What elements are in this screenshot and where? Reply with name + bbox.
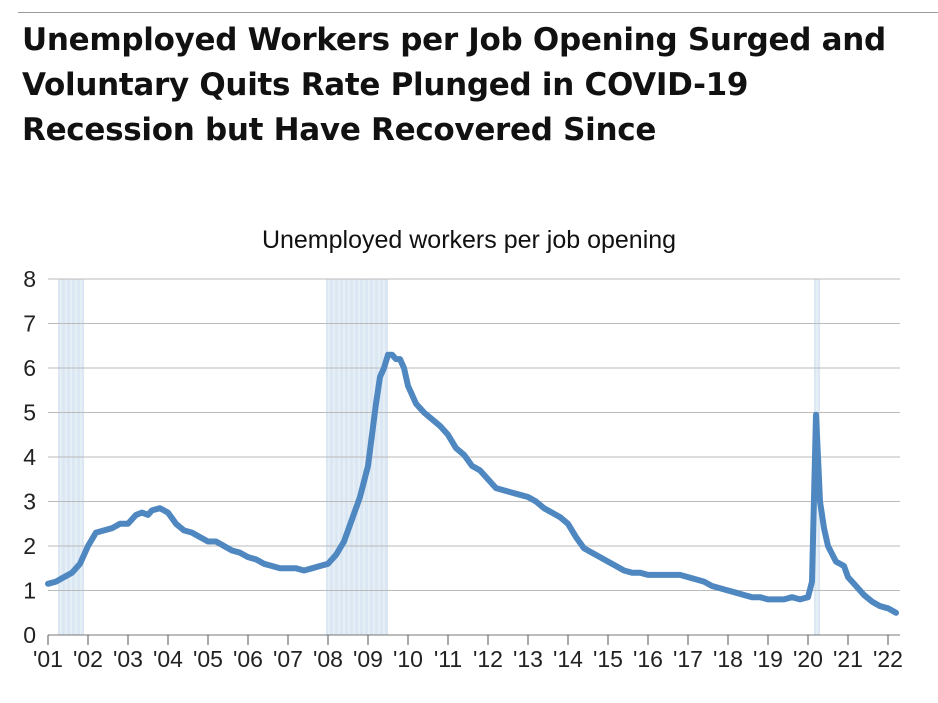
x-tick-label-21: '22 bbox=[873, 646, 903, 672]
x-tick-label-9: '10 bbox=[393, 646, 423, 672]
series-line-0 bbox=[45, 351, 899, 616]
x-tick-label-15: '16 bbox=[633, 646, 663, 672]
y-tick-label-2: 2 bbox=[23, 533, 36, 559]
x-tick-label-3: '04 bbox=[153, 646, 183, 672]
x-tick-label-10: '11 bbox=[434, 646, 462, 672]
y-tick-label-0: 0 bbox=[23, 622, 36, 648]
series bbox=[45, 351, 899, 616]
x-tick-label-5: '06 bbox=[233, 646, 263, 672]
x-tick-label-0: '01 bbox=[33, 646, 63, 672]
y-tick-label-5: 5 bbox=[23, 400, 36, 426]
y-tick-label-1: 1 bbox=[23, 578, 36, 604]
y-tick-label-7: 7 bbox=[23, 311, 36, 337]
x-tick-label-16: '17 bbox=[673, 646, 703, 672]
x-tick-label-11: '12 bbox=[473, 646, 503, 672]
page-title: Unemployed Workers per Job Opening Surge… bbox=[22, 22, 886, 148]
x-tick-label-14: '15 bbox=[593, 646, 623, 672]
x-tick-label-18: '19 bbox=[753, 646, 783, 672]
x-tick-label-8: '09 bbox=[353, 646, 383, 672]
x-tick-label-17: '18 bbox=[713, 646, 743, 672]
x-tick-label-6: '07 bbox=[273, 646, 303, 672]
top-rule bbox=[18, 12, 938, 13]
x-tick-label-20: '21 bbox=[833, 646, 863, 672]
x-tick-label-1: '02 bbox=[73, 646, 103, 672]
y-tick-label-8: 8 bbox=[23, 266, 36, 292]
y-tick-label-4: 4 bbox=[23, 444, 36, 470]
x-tick-label-7: '08 bbox=[313, 646, 343, 672]
x-tick-label-19: '20 bbox=[793, 646, 823, 672]
axis-labels: 0 1 2 3 4 5 6 7 8 '01 '02 '03 '04 '05 '06 '07 '08 '09 '10 '… bbox=[23, 266, 903, 672]
x-tick-label-2: '03 bbox=[113, 646, 143, 672]
y-tick-label-3: 3 bbox=[23, 489, 36, 515]
gridlines bbox=[48, 278, 900, 636]
x-tick-label-13: '14 bbox=[553, 646, 583, 672]
y-tick-label-6: 6 bbox=[23, 355, 36, 381]
chart-title: Unemployed workers per job opening bbox=[261, 226, 677, 254]
x-tick-label-4: '05 bbox=[193, 646, 223, 672]
x-tick-label-12: '13 bbox=[513, 646, 543, 672]
